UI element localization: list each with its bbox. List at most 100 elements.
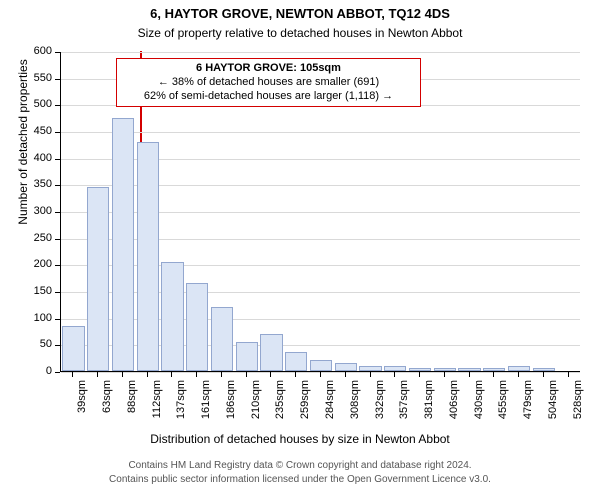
histogram-bar	[186, 283, 208, 371]
chart-title: 6, HAYTOR GROVE, NEWTON ABBOT, TQ12 4DS	[0, 6, 600, 21]
footnote-line-1: Contains HM Land Registry data © Crown c…	[0, 460, 600, 471]
x-tick-label: 381sqm	[423, 380, 435, 430]
x-tick	[419, 372, 420, 377]
y-tick-label: 250	[0, 232, 52, 244]
y-tick	[55, 265, 60, 266]
chart-container: 6, HAYTOR GROVE, NEWTON ABBOT, TQ12 4DS …	[0, 0, 600, 500]
x-tick	[320, 372, 321, 377]
y-tick-label: 0	[0, 365, 52, 377]
x-tick	[147, 372, 148, 377]
annotation-line-1: 6 HAYTOR GROVE: 105sqm	[123, 62, 414, 76]
x-axis-label: Distribution of detached houses by size …	[0, 432, 600, 446]
x-tick-label: 284sqm	[324, 380, 336, 430]
y-tick-label: 550	[0, 72, 52, 84]
annotation-box: 6 HAYTOR GROVE: 105sqm ← 38% of detached…	[116, 58, 421, 107]
y-tick-label: 150	[0, 285, 52, 297]
y-tick	[55, 319, 60, 320]
x-tick-label: 332sqm	[374, 380, 386, 430]
x-tick-label: 259sqm	[299, 380, 311, 430]
y-tick-label: 600	[0, 45, 52, 57]
histogram-bar	[533, 368, 555, 371]
x-tick-label: 430sqm	[473, 380, 485, 430]
y-tick	[55, 345, 60, 346]
x-tick-label: 308sqm	[349, 380, 361, 430]
histogram-bar	[409, 368, 431, 371]
y-tick-label: 500	[0, 98, 52, 110]
y-tick-label: 200	[0, 258, 52, 270]
y-tick-label: 350	[0, 178, 52, 190]
x-tick	[270, 372, 271, 377]
y-tick-label: 300	[0, 205, 52, 217]
x-tick-label: 137sqm	[175, 380, 187, 430]
x-tick	[370, 372, 371, 377]
x-tick-label: 186sqm	[225, 380, 237, 430]
histogram-bar	[310, 360, 332, 371]
histogram-bar	[285, 352, 307, 371]
annotation-line-3: 62% of semi-detached houses are larger (…	[123, 90, 414, 104]
histogram-bar	[359, 366, 381, 371]
x-tick	[171, 372, 172, 377]
x-tick	[196, 372, 197, 377]
x-tick	[493, 372, 494, 377]
y-tick	[55, 212, 60, 213]
x-tick	[97, 372, 98, 377]
histogram-bar	[434, 368, 456, 371]
y-tick	[55, 239, 60, 240]
footnote-line-2: Contains public sector information licen…	[0, 474, 600, 485]
x-tick	[72, 372, 73, 377]
x-tick	[568, 372, 569, 377]
x-tick	[246, 372, 247, 377]
gridline	[61, 132, 580, 133]
y-tick	[55, 105, 60, 106]
x-tick	[295, 372, 296, 377]
x-tick-label: 455sqm	[497, 380, 509, 430]
x-tick-label: 210sqm	[250, 380, 262, 430]
x-tick-label: 504sqm	[547, 380, 559, 430]
histogram-bar	[87, 187, 109, 371]
histogram-bar	[483, 368, 505, 371]
y-tick-label: 100	[0, 312, 52, 324]
histogram-bar	[62, 326, 84, 371]
x-tick-label: 235sqm	[274, 380, 286, 430]
x-tick-label: 112sqm	[151, 380, 163, 430]
x-tick-label: 39sqm	[76, 380, 88, 430]
x-tick-label: 161sqm	[200, 380, 212, 430]
x-tick	[444, 372, 445, 377]
gridline	[61, 52, 580, 53]
y-tick	[55, 52, 60, 53]
x-tick-label: 479sqm	[522, 380, 534, 430]
histogram-bar	[161, 262, 183, 371]
y-tick	[55, 292, 60, 293]
y-tick-label: 400	[0, 152, 52, 164]
histogram-bar	[112, 118, 134, 371]
histogram-bar	[211, 307, 233, 371]
histogram-bar	[137, 142, 159, 371]
x-tick-label: 63sqm	[101, 380, 113, 430]
y-tick	[55, 159, 60, 160]
y-tick	[55, 185, 60, 186]
x-tick-label: 357sqm	[398, 380, 410, 430]
x-tick	[394, 372, 395, 377]
histogram-bar	[384, 366, 406, 371]
y-tick	[55, 372, 60, 373]
histogram-bar	[458, 368, 480, 371]
histogram-bar	[236, 342, 258, 371]
x-tick	[221, 372, 222, 377]
chart-subtitle: Size of property relative to detached ho…	[0, 26, 600, 40]
x-tick	[122, 372, 123, 377]
x-tick	[543, 372, 544, 377]
x-tick-label: 88sqm	[126, 380, 138, 430]
y-tick	[55, 132, 60, 133]
histogram-bar	[335, 363, 357, 371]
histogram-bar	[260, 334, 282, 371]
annotation-line-2: ← 38% of detached houses are smaller (69…	[123, 76, 414, 90]
plot-area: 6 HAYTOR GROVE: 105sqm ← 38% of detached…	[60, 52, 580, 372]
x-tick	[518, 372, 519, 377]
x-tick	[345, 372, 346, 377]
x-tick-label: 406sqm	[448, 380, 460, 430]
histogram-bar	[508, 366, 530, 371]
x-tick-label: 528sqm	[572, 380, 584, 430]
y-tick-label: 450	[0, 125, 52, 137]
x-tick	[469, 372, 470, 377]
y-tick	[55, 79, 60, 80]
